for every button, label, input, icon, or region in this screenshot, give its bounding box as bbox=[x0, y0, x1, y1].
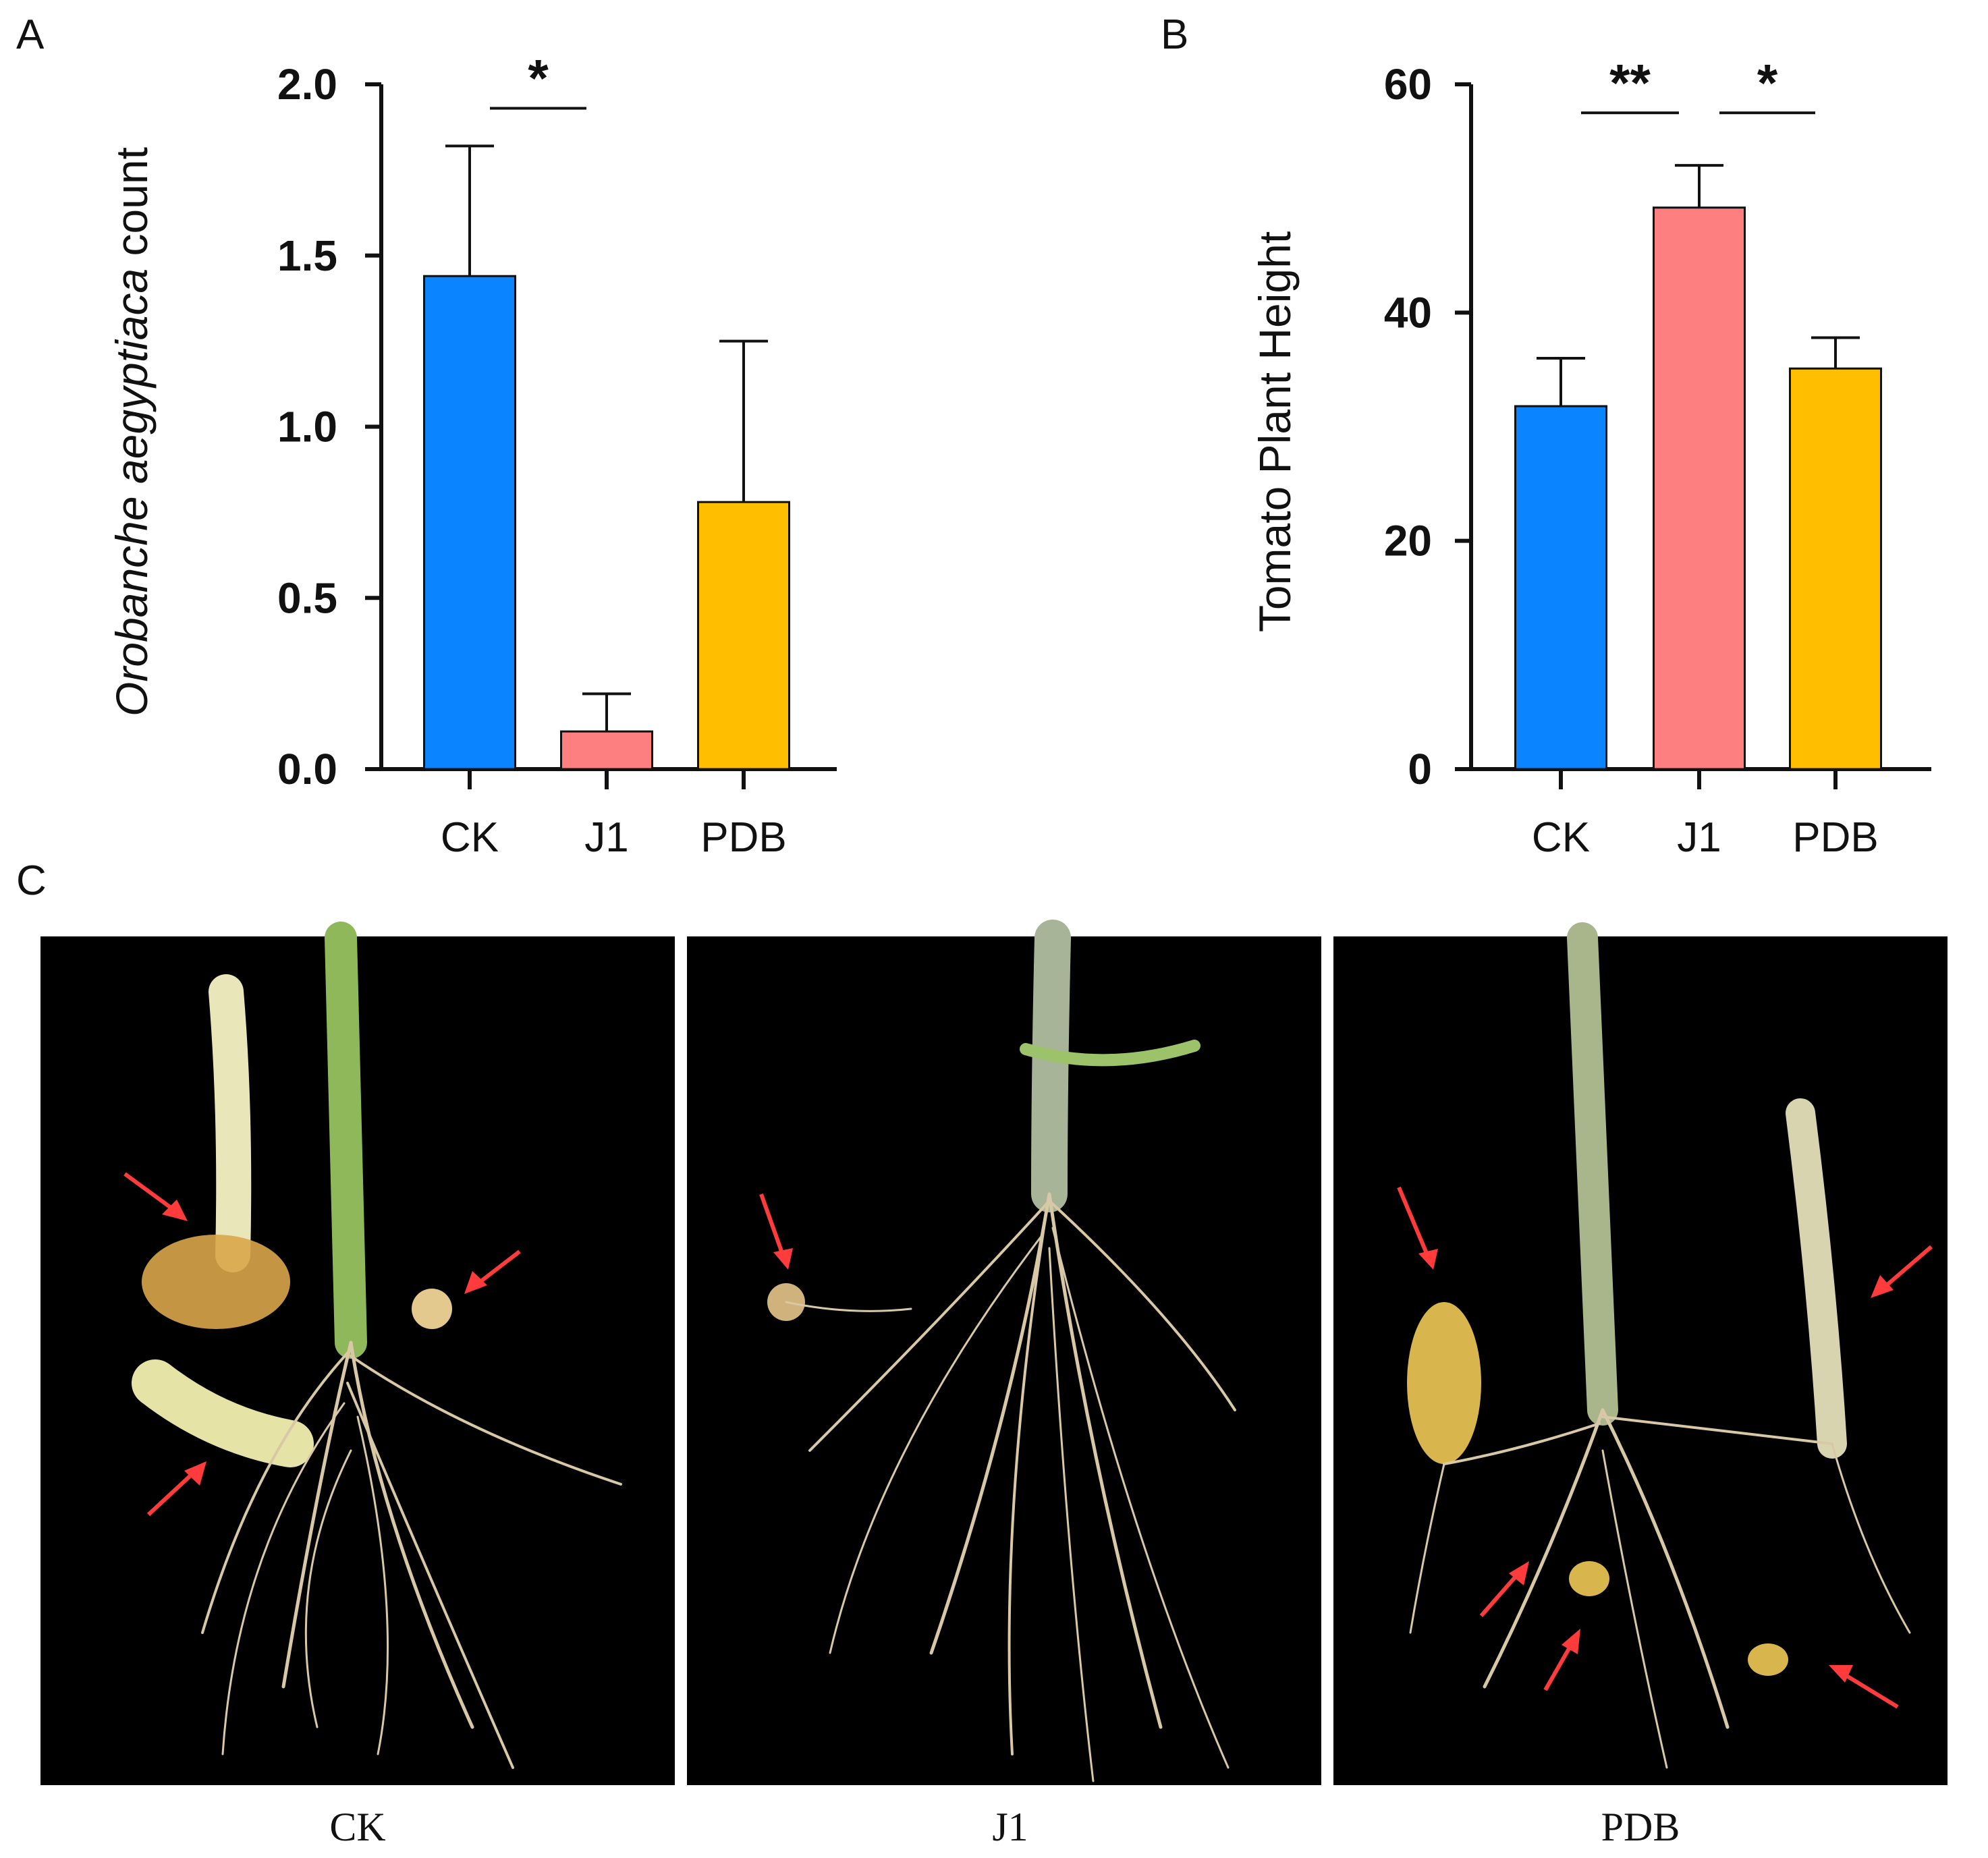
chart-b-ytick-label: 60 bbox=[1384, 60, 1432, 109]
photo-ck-parasite-upright bbox=[209, 974, 252, 1272]
chart-a-ylabel-italic: Orobanche aegyptiaca bbox=[107, 269, 157, 716]
photo-j1-arrows bbox=[759, 1193, 793, 1270]
chart-b-xtick-label: J1 bbox=[1677, 814, 1721, 861]
photo-ck-arrows bbox=[123, 1172, 521, 1517]
chart-b-ytick-label: 20 bbox=[1384, 517, 1432, 565]
chart-b-significance-label: * bbox=[1757, 53, 1778, 112]
photo-panel: CK J1 PDB bbox=[40, 920, 1948, 1849]
photo-j1-stem bbox=[1031, 920, 1071, 1212]
photo-ck bbox=[40, 922, 675, 1785]
photo-pdb-parasite-small-2 bbox=[1748, 1643, 1788, 1676]
photo-ck-parasite-cluster bbox=[142, 1235, 290, 1329]
chart-a-ytick-label: 1.0 bbox=[277, 403, 337, 451]
photo-pdb-parasite-left bbox=[1407, 1302, 1481, 1464]
chart-b-bar-j1 bbox=[1653, 206, 1746, 770]
chart-a-significance-label: * bbox=[528, 49, 549, 108]
chart-b-xtick-label: CK bbox=[1532, 814, 1590, 861]
chart-b-ytick-label: 0 bbox=[1408, 745, 1432, 793]
chart-b-xtick-label: PDB bbox=[1792, 814, 1878, 861]
chart-a-xtick-label: PDB bbox=[700, 814, 786, 861]
photo-ck-roots bbox=[201, 1341, 622, 1769]
photo-caption-ck: CK bbox=[329, 1805, 385, 1849]
panel-label-c: C bbox=[16, 857, 47, 904]
chart-a-bar-j1 bbox=[560, 730, 653, 770]
chart-a-ylabel: Orobanche aegyptiaca count bbox=[107, 147, 157, 716]
photo-j1-leaf bbox=[1020, 1040, 1200, 1067]
photo-pdb-stem bbox=[1567, 922, 1618, 1426]
photo-pdb-arrows bbox=[1397, 1186, 1933, 1709]
photo-j1-background bbox=[687, 936, 1321, 1785]
photo-j1 bbox=[687, 920, 1321, 1785]
chart-a-xtick-label: J1 bbox=[584, 814, 628, 861]
photo-caption-j1: J1 bbox=[992, 1805, 1028, 1849]
chart-a-ytick-label: 0.5 bbox=[277, 573, 337, 622]
chart-a-ytick-label: 1.5 bbox=[277, 231, 337, 280]
chart-a-bar-ck bbox=[423, 275, 516, 770]
photo-ck-parasite-lying bbox=[132, 1359, 314, 1467]
photo-pdb-parasite-right bbox=[1786, 1098, 1847, 1459]
chart-b-ylabel: Tomato Plant Height bbox=[1250, 231, 1300, 632]
chart-b-significance-label: ** bbox=[1609, 53, 1651, 112]
chart-b-bar-ck bbox=[1514, 405, 1607, 770]
chart-a-xtick-label: CK bbox=[441, 814, 499, 861]
photo-pdb bbox=[1333, 922, 1948, 1785]
panel-label-a: A bbox=[16, 11, 45, 58]
panel-label-b: B bbox=[1161, 11, 1188, 58]
photo-pdb-parasite-small-1 bbox=[1569, 1561, 1609, 1596]
chart-a-ytick-label: 0.0 bbox=[277, 745, 337, 793]
photo-caption-pdb: PDB bbox=[1601, 1805, 1680, 1849]
chart-a-bar-pdb bbox=[697, 501, 790, 770]
chart-a-ytick-label: 2.0 bbox=[277, 60, 337, 109]
photo-ck-parasite-small bbox=[412, 1289, 452, 1329]
photo-j1-roots bbox=[785, 1192, 1236, 1782]
chart-a-ylabel-rest: count bbox=[107, 147, 157, 269]
chart-b-bar-pdb bbox=[1789, 367, 1882, 770]
photo-ck-stem bbox=[325, 922, 367, 1359]
chart-a: Orobanche aegyptiaca count 0.0 0.5 1.0 1.5 2… bbox=[107, 49, 837, 861]
chart-b-ytick-label: 40 bbox=[1384, 288, 1432, 337]
photo-pdb-roots bbox=[1409, 1408, 1911, 1769]
